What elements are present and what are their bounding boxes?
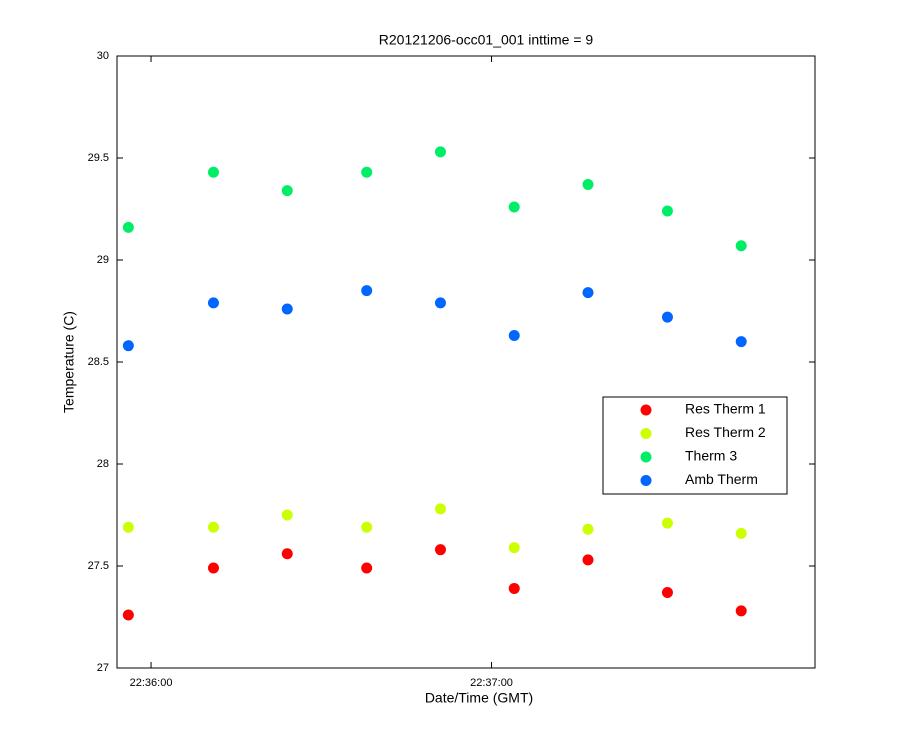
point [122, 609, 134, 621]
point [434, 146, 446, 158]
x-tick-label: 22:37:00 [470, 677, 513, 689]
point [207, 297, 219, 309]
legend-label: Amb Therm [685, 471, 758, 487]
x-tick-label: 22:36:00 [130, 677, 173, 689]
point [434, 297, 446, 309]
point [281, 548, 293, 560]
y-tick-label: 27.5 [88, 560, 109, 572]
point [735, 605, 747, 617]
point [661, 587, 673, 599]
legend-label: Therm 3 [685, 448, 737, 464]
point [281, 509, 293, 521]
point [361, 166, 373, 178]
point [434, 503, 446, 515]
point [207, 562, 219, 574]
point [281, 185, 293, 197]
point [122, 521, 134, 533]
point [508, 201, 520, 213]
legend-box [602, 396, 788, 495]
x-axis-label: Date/Time (GMT) [425, 690, 533, 706]
point [122, 221, 134, 233]
point [735, 240, 747, 252]
point [661, 311, 673, 323]
point [361, 521, 373, 533]
plot-area [116, 55, 816, 669]
point [735, 336, 747, 348]
point [661, 517, 673, 529]
legend-label: Res Therm 2 [685, 424, 766, 440]
point [434, 544, 446, 556]
point [508, 582, 520, 594]
point [582, 523, 594, 535]
legend-marker [640, 404, 652, 416]
point [582, 554, 594, 566]
y-tick-label: 29 [97, 254, 109, 266]
y-tick-label: 28.5 [88, 356, 109, 368]
point [508, 329, 520, 341]
point [207, 166, 219, 178]
y-axis-label: Temperature (C) [61, 311, 77, 413]
point [281, 303, 293, 315]
point [582, 287, 594, 299]
point [508, 542, 520, 554]
point [122, 340, 134, 352]
y-tick-label: 27 [97, 662, 109, 674]
y-tick-label: 29.5 [88, 152, 109, 164]
point [661, 205, 673, 217]
point [207, 521, 219, 533]
y-tick-label: 28 [97, 458, 109, 470]
legend-marker [640, 475, 652, 486]
point [582, 179, 594, 191]
legend-marker [640, 428, 652, 439]
point [361, 285, 373, 297]
legend-label: Res Therm 1 [685, 401, 766, 417]
y-tick-label: 30 [97, 50, 109, 62]
chart-title: R20121206-occ01_001 inttime = 9 [379, 32, 594, 48]
point [735, 527, 747, 539]
legend-marker [640, 451, 652, 463]
point [361, 562, 373, 574]
